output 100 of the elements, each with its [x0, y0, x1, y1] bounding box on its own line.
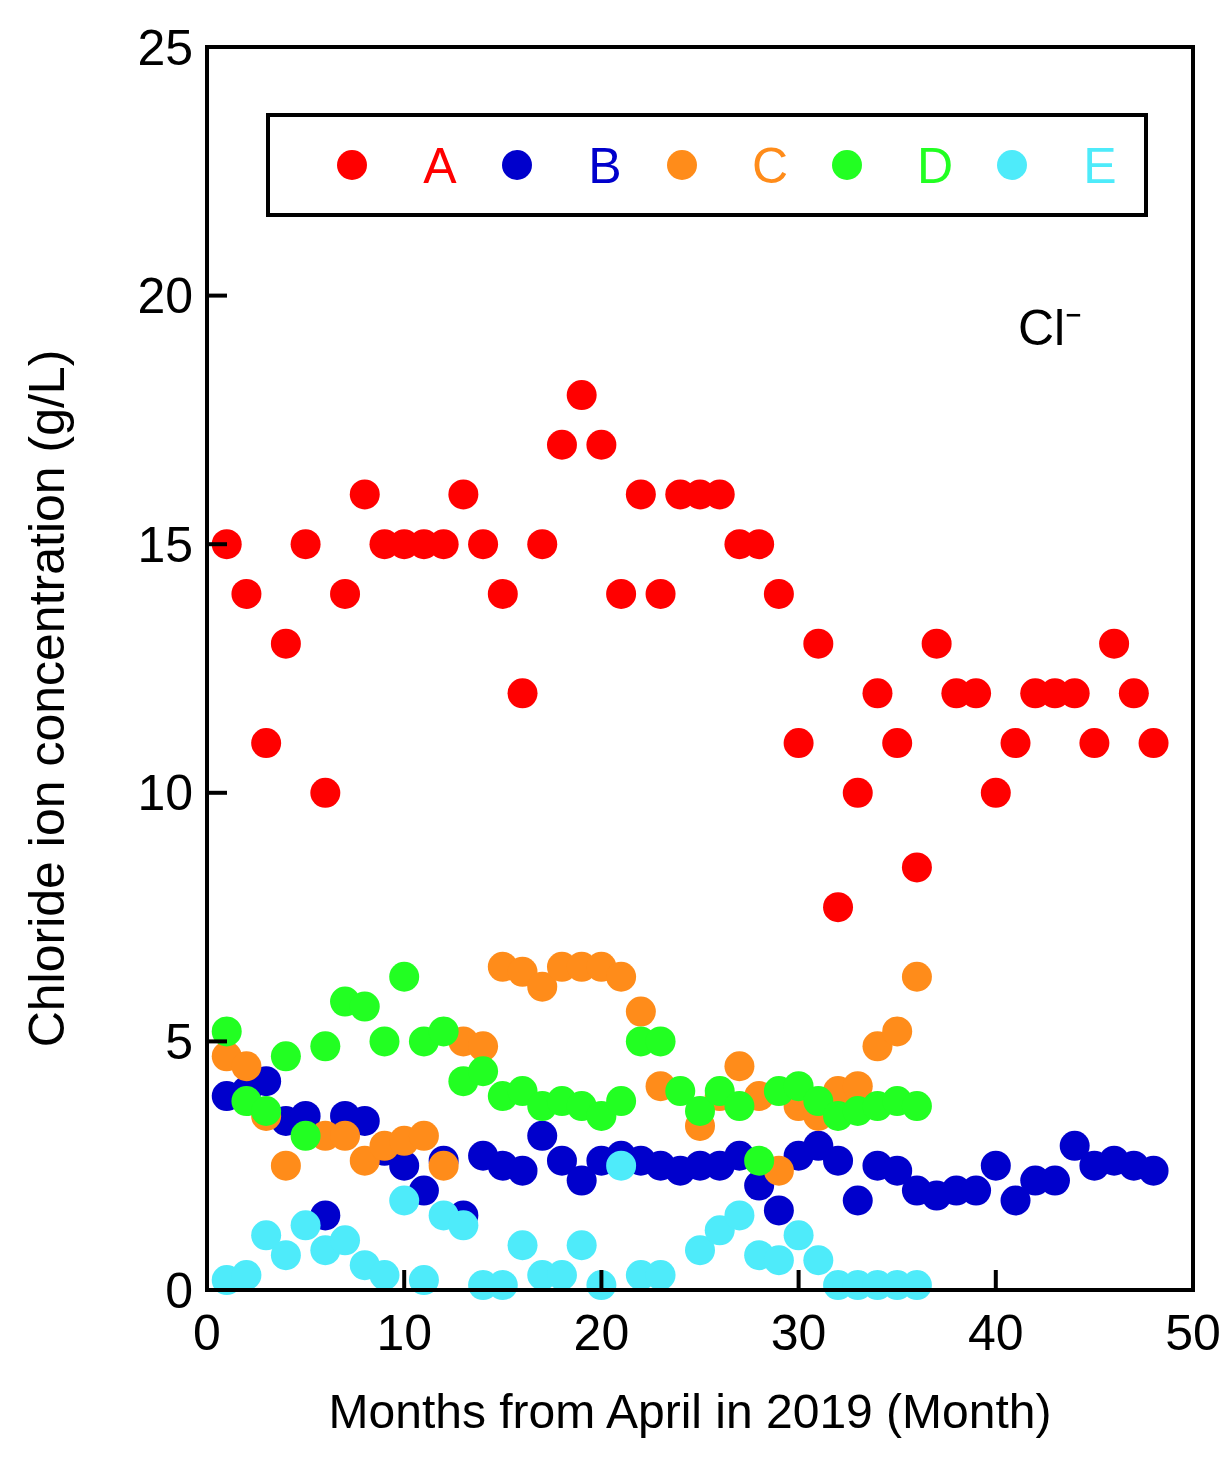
point [310, 777, 341, 808]
point [507, 1155, 538, 1186]
point [901, 961, 932, 992]
annotation: Cl⁻ [1018, 300, 1083, 356]
point [546, 1145, 577, 1176]
y-axis-title: Chloride ion concentration (g/L) [19, 349, 75, 1048]
point [783, 1220, 814, 1251]
y-tick-label: 0 [165, 1262, 193, 1319]
point [487, 578, 518, 609]
point [803, 1086, 834, 1117]
point [704, 1215, 735, 1246]
point [468, 1031, 499, 1062]
point [783, 728, 814, 759]
point [1000, 728, 1031, 759]
x-tick-label: 20 [573, 1305, 630, 1361]
point [1138, 1155, 1169, 1186]
point [270, 1041, 301, 1072]
point [330, 578, 361, 609]
point [369, 1260, 400, 1291]
point [231, 578, 262, 609]
point [527, 971, 558, 1002]
point [665, 1076, 696, 1107]
point [468, 1056, 499, 1087]
point [507, 1230, 538, 1261]
point [468, 529, 499, 560]
x-tick-label: 50 [1165, 1305, 1221, 1361]
point [408, 1120, 439, 1151]
point [606, 1086, 637, 1117]
point [507, 678, 538, 709]
point [349, 991, 380, 1022]
legend-label: E [1083, 137, 1117, 194]
point [803, 1245, 834, 1276]
point [882, 1016, 913, 1047]
point [270, 628, 301, 659]
point [980, 1150, 1011, 1181]
point [389, 961, 420, 992]
point [448, 479, 479, 510]
point [310, 1031, 341, 1062]
point [251, 728, 282, 759]
y-tick-label: 15 [137, 516, 193, 573]
point [724, 1051, 755, 1082]
point [290, 529, 321, 560]
point [251, 1066, 282, 1097]
point [823, 1145, 854, 1176]
point [211, 1016, 242, 1047]
point [448, 1210, 479, 1241]
legend-label: B [588, 137, 622, 194]
point [1138, 728, 1169, 759]
point [566, 1165, 597, 1196]
point [389, 1185, 420, 1216]
point [507, 956, 538, 987]
y-tick-label: 25 [137, 19, 193, 76]
point [389, 1150, 420, 1181]
legend-label: D [916, 137, 954, 194]
x-tick-label: 40 [967, 1305, 1024, 1361]
x-axis-title: Months from April in 2019 (Month) [328, 1385, 1052, 1438]
point [724, 1200, 755, 1231]
point [783, 1071, 814, 1102]
point [586, 429, 617, 460]
x-tick-label: 10 [376, 1305, 433, 1361]
point [290, 1120, 321, 1151]
point [862, 678, 893, 709]
point [882, 728, 913, 759]
point [744, 1145, 775, 1176]
point [803, 628, 834, 659]
point [606, 961, 637, 992]
point [527, 529, 558, 560]
legend-label: C [751, 137, 789, 194]
point [428, 1016, 459, 1047]
point [862, 1031, 893, 1062]
point [1118, 678, 1149, 709]
point [1099, 628, 1130, 659]
point [231, 1260, 262, 1291]
point [921, 628, 952, 659]
y-tick-label: 20 [137, 268, 193, 325]
point [606, 578, 637, 609]
point [842, 777, 873, 808]
point [763, 578, 794, 609]
point [527, 1120, 558, 1151]
point [842, 1185, 873, 1216]
point [251, 1220, 282, 1251]
point [606, 1150, 637, 1181]
point [625, 996, 656, 1027]
point [566, 1230, 597, 1261]
legend-label: A [423, 137, 458, 194]
point [763, 1245, 794, 1276]
point [803, 1130, 834, 1161]
point [901, 1091, 932, 1122]
point [901, 852, 932, 883]
point [369, 1026, 400, 1057]
point [586, 1100, 617, 1131]
y-tick-label: 5 [165, 1013, 193, 1070]
point [685, 1096, 715, 1127]
point [882, 1155, 913, 1186]
point [349, 1145, 380, 1176]
point [330, 1225, 361, 1256]
point [823, 892, 854, 923]
point [270, 1150, 301, 1181]
point [1000, 1185, 1031, 1216]
point [566, 380, 597, 411]
